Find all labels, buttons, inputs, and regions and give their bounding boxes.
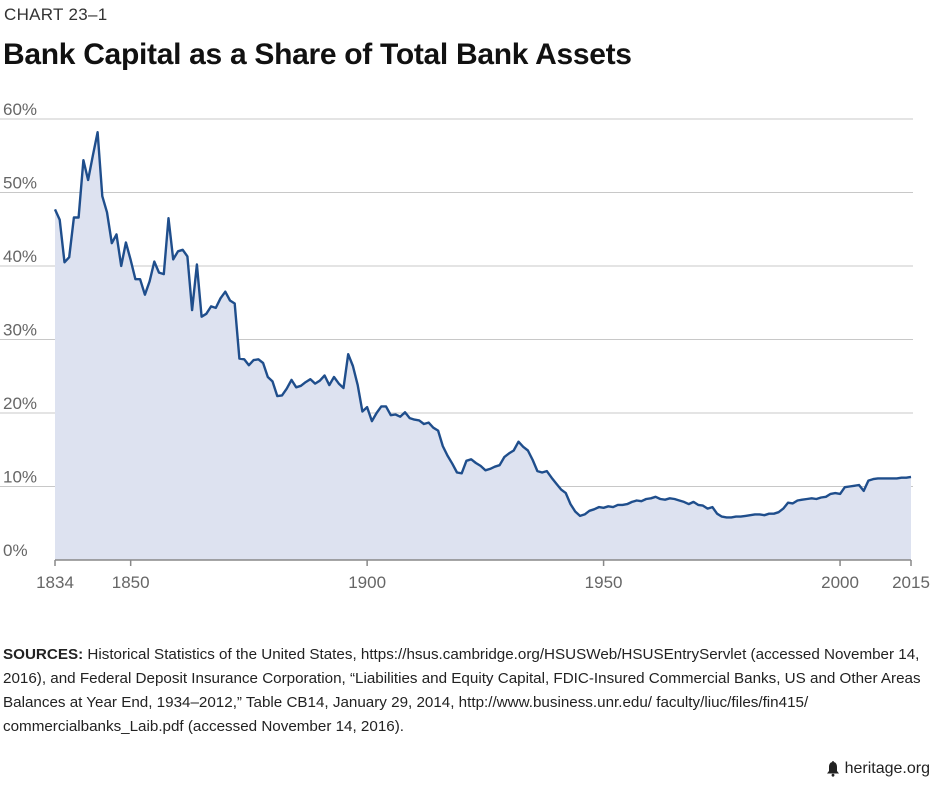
y-tick-label: 30% [3,321,37,340]
data-area [55,132,911,560]
chart-area: 0% 10% 20% 30% 40% 50% 60% 1834 1850 1900 1950 200… [0,100,930,592]
y-tick-label: 20% [3,394,37,413]
sources-text: Historical Statistics of the United Stat… [3,646,921,735]
y-tick-labels: 0% 10% 20% 30% 40% 50% 60% [3,100,37,560]
chart-title: Bank Capital as a Share of Total Bank As… [3,38,632,71]
chart-kicker: CHART 23–1 [4,5,108,24]
x-tick-labels: 1834 1850 1900 1950 2000 2015 [36,573,930,592]
y-tick-label: 60% [3,100,37,119]
x-axis [54,559,912,566]
x-tick-label: 1950 [585,573,623,592]
x-tick-label: 2000 [821,573,859,592]
footer-site: heritage.org [844,760,930,777]
x-tick-label: 1834 [36,573,74,592]
x-tick-label: 1900 [348,573,386,592]
data-line [53,131,912,519]
y-tick-label: 40% [3,247,37,266]
liberty-bell-icon [826,761,839,777]
sources-label: SOURCES: [3,646,84,663]
y-tick-label: 10% [3,468,37,487]
x-tick-label: 1850 [112,573,150,592]
sources-note: SOURCES: Historical Statistics of the Un… [3,643,933,739]
footer-brand[interactable]: heritage.org [826,760,930,778]
area-fill [55,132,911,560]
y-tick-label: 50% [3,174,37,193]
y-tick-label: 0% [3,541,28,560]
series-line [53,131,912,519]
x-tick-label: 2015 [892,573,930,592]
